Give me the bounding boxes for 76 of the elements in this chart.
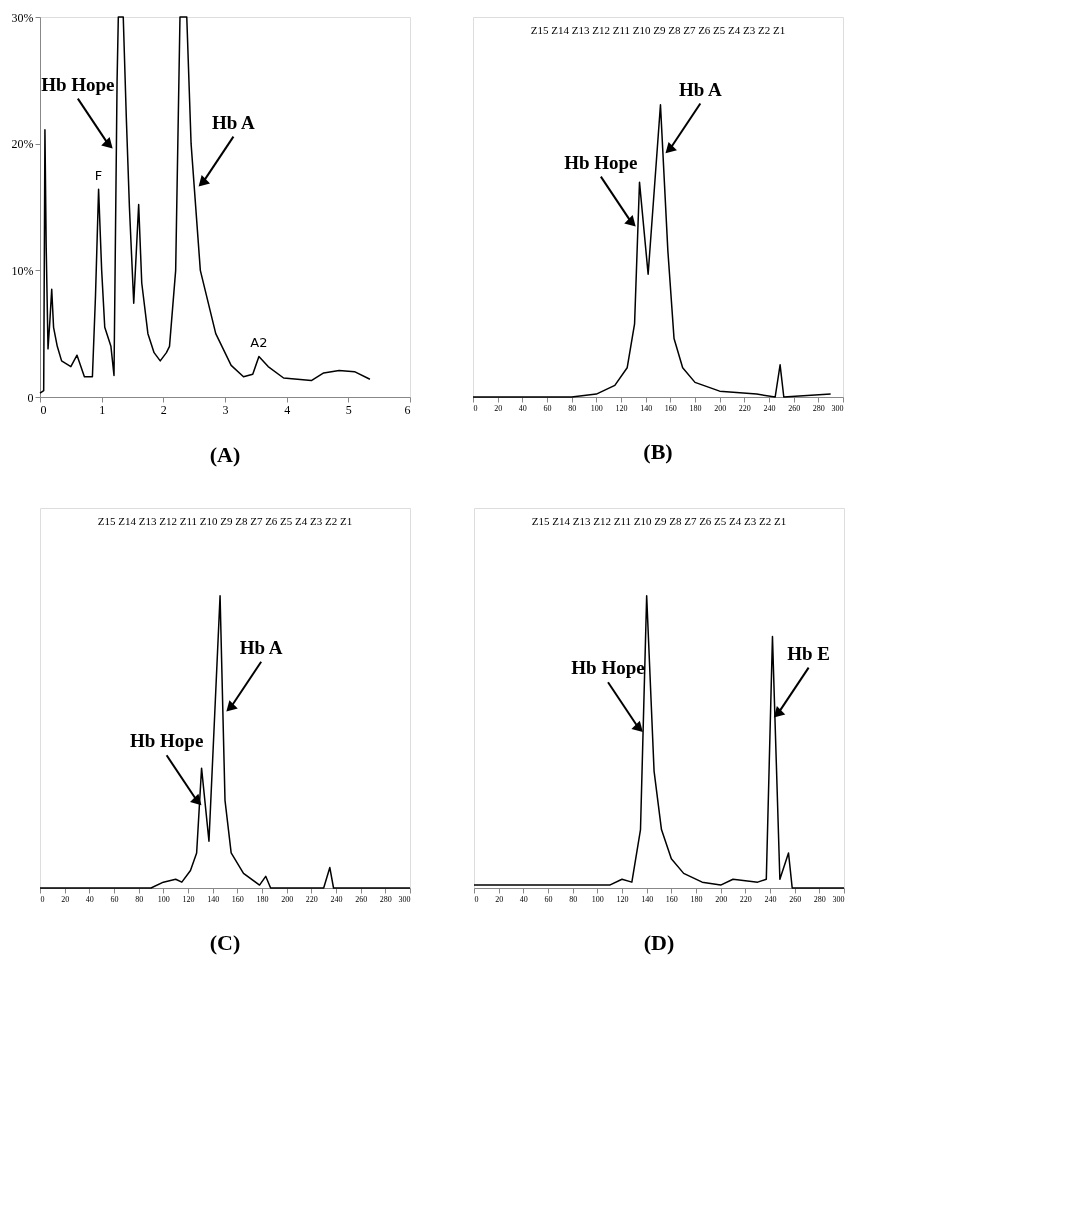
- annotation: Hb A: [212, 111, 256, 133]
- x-tick-label: 220: [305, 894, 318, 904]
- x-tick-label: 2: [160, 402, 167, 417]
- x-tick-label: 260: [788, 403, 801, 413]
- x-tick-label: 280: [812, 403, 825, 413]
- y-tick-label: 20%: [11, 137, 34, 152]
- x-tick-label: 40: [519, 894, 528, 904]
- text: (A): [209, 442, 241, 467]
- x-tick-label: 0: [473, 403, 478, 413]
- x-tick-label: 0: [40, 402, 47, 417]
- x-tick-label: 280: [813, 894, 826, 904]
- x-tick-label: 100: [157, 894, 170, 904]
- text: Z15 Z14 Z13 Z12 Z11 Z10 Z9 Z8 Z7 Z6 Z5 Z4 Z3 Z2 Z1: [97, 515, 353, 527]
- x-tick-label: 200: [715, 894, 728, 904]
- x-tick-label: 140: [641, 894, 654, 904]
- x-tick-label: 240: [763, 403, 776, 413]
- x-tick-label: 60: [543, 403, 552, 413]
- x-tick-label: 0: [474, 894, 479, 904]
- annotation: A2: [250, 335, 268, 351]
- x-tick-label: 80: [568, 403, 577, 413]
- annotation: Hb Hope: [564, 151, 638, 173]
- annotation: F: [94, 168, 103, 184]
- x-tick-label: 0: [40, 894, 45, 904]
- x-tick-label: 180: [689, 403, 702, 413]
- x-tick-label: 180: [256, 894, 269, 904]
- x-tick-label: 20: [494, 403, 503, 413]
- y-tick-label: 10%: [11, 263, 34, 278]
- annotation: Hb Hope: [571, 657, 645, 679]
- x-tick-label: 240: [330, 894, 343, 904]
- x-tick-label: 160: [231, 894, 244, 904]
- x-tick-label: 100: [590, 403, 603, 413]
- x-tick-label: 40: [85, 894, 94, 904]
- x-tick-label: 140: [640, 403, 653, 413]
- x-tick-label: 3: [222, 402, 229, 417]
- x-tick-label: 100: [591, 894, 604, 904]
- text: (C): [209, 930, 241, 955]
- x-tick-label: 120: [615, 403, 628, 413]
- x-tick-label: 4: [284, 402, 291, 417]
- x-tick-label: 180: [690, 894, 703, 904]
- x-tick-label: 240: [764, 894, 777, 904]
- annotation: Hb Hope: [129, 730, 204, 752]
- x-tick-label: 20: [61, 894, 70, 904]
- x-tick-label: 200: [714, 403, 727, 413]
- text: Z15 Z14 Z13 Z12 Z11 Z10 Z9 Z8 Z7 Z6 Z5 Z4 Z3 Z2 Z1: [531, 515, 787, 527]
- y-tick-label: 30%: [11, 10, 34, 25]
- x-tick-label: 6: [404, 402, 411, 417]
- line-series: [39, 16, 371, 394]
- x-tick-label: 160: [665, 894, 678, 904]
- text: (D): [643, 930, 675, 955]
- annotation: Hb E: [787, 642, 831, 664]
- x-tick-label: 260: [355, 894, 368, 904]
- x-tick-label: 260: [789, 894, 802, 904]
- x-tick-label: 280: [379, 894, 392, 904]
- x-tick-label: 5: [345, 402, 352, 417]
- x-tick-label: 80: [135, 894, 144, 904]
- x-tick-label: 220: [738, 403, 751, 413]
- x-tick-label: 220: [739, 894, 752, 904]
- x-tick-label: 300: [831, 403, 844, 413]
- x-tick-label: 120: [616, 894, 629, 904]
- x-tick-label: 120: [182, 894, 195, 904]
- x-tick-label: 160: [664, 403, 677, 413]
- x-tick-label: 300: [832, 894, 845, 904]
- text: Z15 Z14 Z13 Z12 Z11 Z10 Z9 Z8 Z7 Z6 Z5 Z4 Z3 Z2 Z1: [530, 24, 786, 36]
- x-tick-label: 300: [398, 894, 411, 904]
- x-tick-label: 60: [544, 894, 553, 904]
- x-tick-label: 200: [281, 894, 294, 904]
- x-tick-label: 40: [518, 403, 527, 413]
- x-tick-label: 140: [207, 894, 220, 904]
- annotation: Hb A: [239, 636, 283, 658]
- x-tick-label: 20: [495, 894, 504, 904]
- text: (B): [643, 439, 673, 464]
- x-tick-label: 80: [569, 894, 578, 904]
- annotation: Hb A: [678, 78, 722, 100]
- x-tick-label: 1: [99, 402, 106, 417]
- annotation: Hb Hope: [41, 73, 115, 95]
- x-tick-label: 60: [110, 894, 119, 904]
